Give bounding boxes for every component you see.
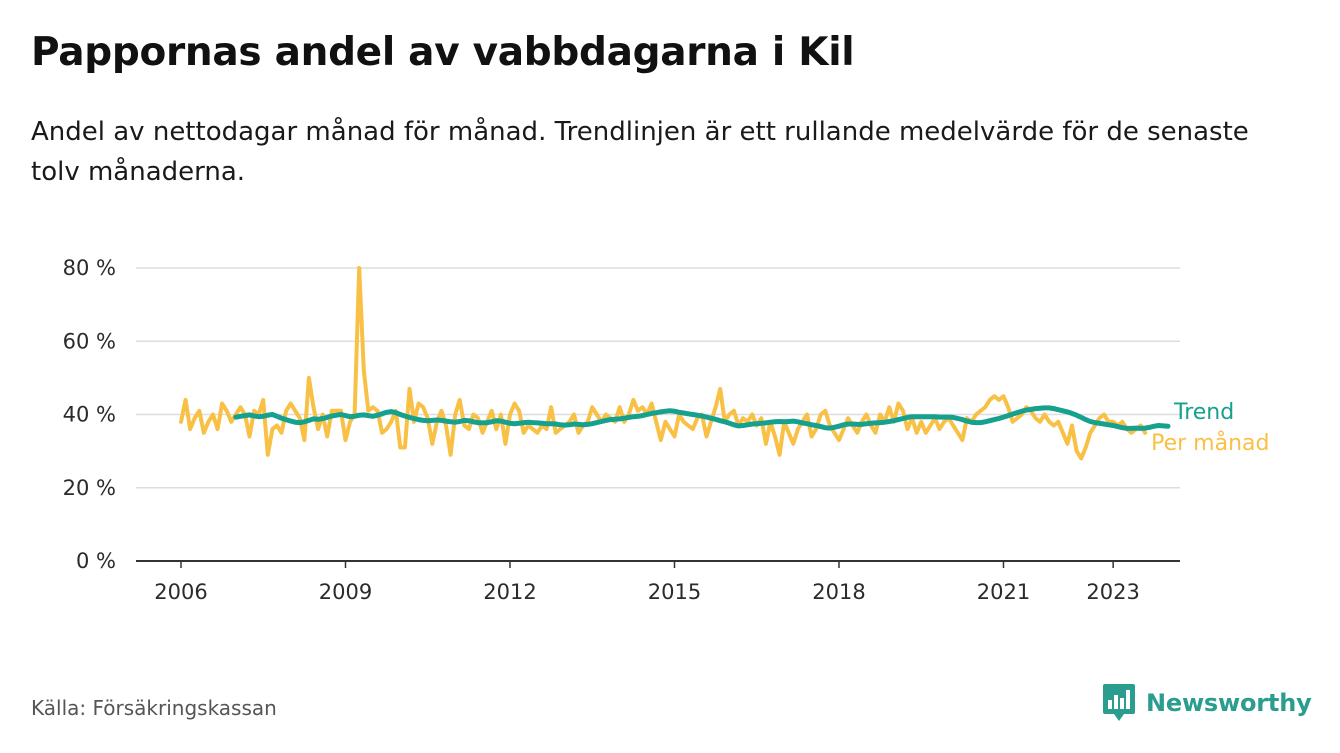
y-tick-label: 20 % [63,476,116,500]
series-line-trend [233,405,1171,431]
y-axis-ticks: 0 % 20 % 40 % 60 % 80 % [63,256,116,573]
chart-subtitle: Andel av nettodagar månad för månad. Tre… [31,117,1249,187]
series-label-per-manad: Per månad [1151,430,1269,456]
x-tick-label: 2009 [319,580,372,604]
series [179,266,1171,461]
x-tick-label: 2023 [1086,580,1139,604]
x-tick-label: 2006 [154,580,207,604]
x-axis-ticks: 2006 2009 2012 2015 2018 2021 2023 [154,561,1140,604]
source-note: Källa: Försäkringskassan [31,696,277,720]
gridlines [136,267,1180,489]
y-tick-label: 40 % [63,403,116,427]
x-tick-label: 2012 [483,580,536,604]
x-tick-label: 2018 [812,580,865,604]
x-tick-label: 2015 [648,580,701,604]
newsworthy-logo[interactable]: Newsworthy [1102,682,1312,724]
chart-title: Pappornas andel av vabbdagarna i Kil [31,30,855,75]
x-tick-label: 2021 [977,580,1030,604]
series-line-per-manad [179,266,1148,461]
y-tick-label: 60 % [63,329,116,353]
y-tick-label: 80 % [63,256,116,280]
newsworthy-logo-icon [1103,684,1135,721]
y-tick-label: 0 % [76,549,116,573]
brand-name: Newsworthy [1146,689,1312,717]
series-label-trend: Trend [1173,400,1234,425]
series-labels: Per månad Trend [1151,400,1269,456]
